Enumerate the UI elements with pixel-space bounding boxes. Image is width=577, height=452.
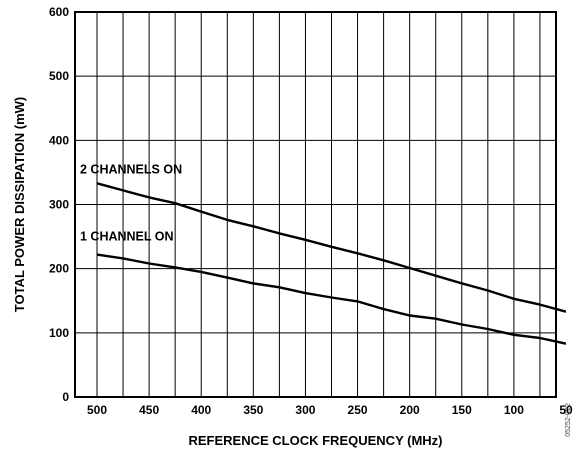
y-tick-label: 200: [49, 262, 69, 276]
x-tick-label: 300: [295, 403, 315, 417]
y-tick-label: 400: [49, 133, 69, 147]
series-line-2: [96, 253, 567, 345]
x-tick-label: 450: [139, 403, 159, 417]
series-label-1: 2 CHANNELS ON: [80, 162, 182, 176]
y-axis-title: TOTAL POWER DISSIPATION (mW): [12, 97, 27, 312]
x-tick-label: 500: [87, 403, 107, 417]
series-labels: 2 CHANNELS ON 1 CHANNEL ON: [80, 162, 182, 243]
grid: [75, 12, 556, 397]
x-tick-label: 100: [504, 403, 524, 417]
series-label-2: 1 CHANNEL ON: [80, 230, 174, 244]
series-line-1: [96, 182, 567, 313]
series: [96, 182, 567, 345]
x-tick-label: 350: [243, 403, 263, 417]
x-tick-label: 150: [452, 403, 472, 417]
x-tick-label: 250: [348, 403, 368, 417]
y-tick-label: 500: [49, 69, 69, 83]
plot-frame: [74, 11, 557, 398]
y-tick-label: 600: [49, 5, 69, 19]
y-tick-label: 0: [62, 390, 69, 404]
y-tick-label: 300: [49, 198, 69, 212]
figure-id: 05252-022: [565, 403, 572, 437]
x-tick-label: 50: [559, 403, 573, 417]
x-axis-title: REFERENCE CLOCK FREQUENCY (MHz): [189, 433, 443, 448]
x-tick-label: 400: [191, 403, 211, 417]
y-tick-label: 100: [49, 326, 69, 340]
x-tick-label: 200: [400, 403, 420, 417]
axis-ticks: 0 100 200 300 400 500 600 500 450 400 350 300 250 200…: [49, 5, 573, 417]
